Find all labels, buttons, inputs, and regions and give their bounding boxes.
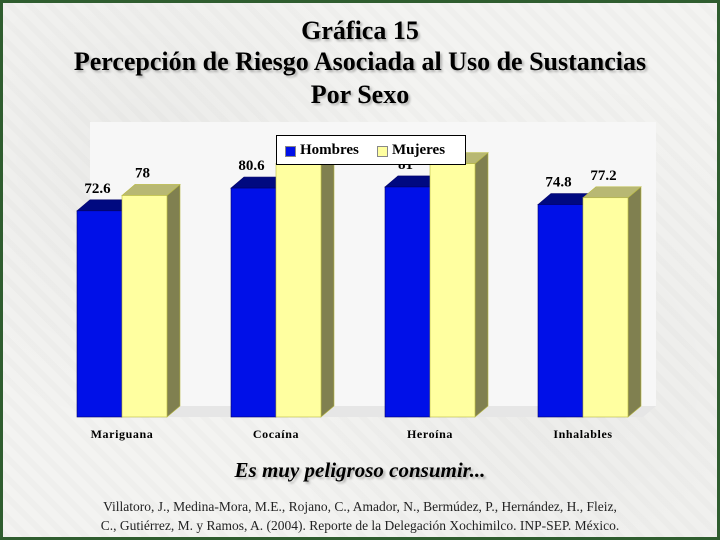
bar-chart: 72.678Mariguana80.689.2Cocaína8189.2Hero… — [76, 122, 656, 441]
data-label-mujeres: 78 — [135, 165, 150, 181]
citation: Villatoro, J., Medina-Mora, M.E., Rojano… — [3, 497, 717, 535]
bar-mujeres — [582, 197, 629, 418]
chart-caption: Es muy peligroso consumir... — [234, 458, 486, 482]
bar-side-mujeres — [166, 183, 181, 418]
legend-swatch-mujeres — [377, 146, 388, 157]
legend-label-hombres: Hombres — [300, 142, 359, 158]
legend-label-mujeres: Mujeres — [392, 142, 446, 158]
bar-mujeres — [275, 163, 322, 418]
data-label-mujeres: 77.2 — [590, 168, 616, 184]
citation-line1: Villatoro, J., Medina-Mora, M.E., Rojano… — [103, 499, 617, 514]
legend-swatch-hombres — [285, 146, 296, 157]
chart-title-line3: Por Sexo — [310, 80, 410, 109]
data-label-hombres: 74.8 — [545, 175, 571, 191]
category-label: Cocaína — [253, 427, 299, 441]
data-label-hombres: 72.6 — [84, 181, 111, 197]
category-label: Inhalables — [553, 427, 612, 441]
bar-mujeres — [121, 195, 168, 418]
citation-line2: C., Gutiérrez, M. y Ramos, A. (2004). Re… — [100, 518, 620, 533]
bar-hombres — [537, 204, 584, 418]
chart-floor — [77, 406, 656, 417]
legend: Hombres Mujeres — [276, 135, 466, 165]
data-label-hombres: 80.6 — [238, 158, 265, 174]
chart-title-line1: Gráfica 15 — [301, 16, 419, 45]
bar-side-mujeres — [627, 186, 642, 418]
bar-side-mujeres — [474, 152, 489, 418]
bar-hombres — [230, 187, 277, 418]
bar-hombres — [384, 186, 431, 418]
category-label: Heroína — [407, 427, 453, 441]
bar-side-mujeres — [320, 152, 335, 418]
bar-mujeres — [429, 163, 476, 418]
chart-title-line2: Percepción de Riesgo Asociada al Uso de … — [73, 47, 647, 76]
category-label: Mariguana — [91, 427, 154, 441]
bar-hombres — [76, 210, 123, 418]
